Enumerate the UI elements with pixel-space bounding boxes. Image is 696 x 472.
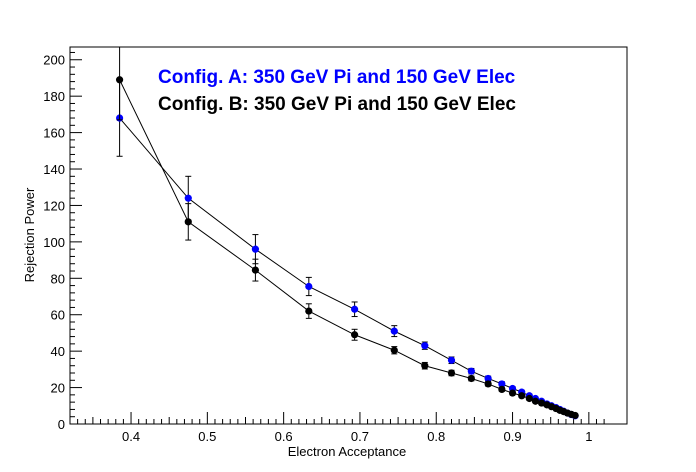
data-point: [184, 218, 192, 226]
y-tick-label: 160: [43, 126, 65, 141]
data-point: [571, 411, 579, 420]
y-tick-label: 60: [51, 308, 65, 323]
data-point: [484, 374, 492, 383]
data-point: [525, 394, 533, 403]
x-axis-title: Electron Acceptance: [288, 444, 407, 459]
y-tick-label: 100: [43, 235, 65, 250]
legend-entry-config-a: Config. A: 350 GeV Pi and 150 GeV Elec: [158, 67, 516, 88]
data-point: [531, 397, 540, 405]
y-tick-label: 180: [43, 89, 65, 104]
data-point: [305, 307, 313, 315]
data-point: [447, 369, 456, 377]
data-point: [421, 342, 429, 350]
data-point: [251, 245, 260, 253]
x-tick-label: 0.7: [351, 429, 369, 444]
x-tick-label: 0.5: [198, 429, 216, 444]
x-tick-label: 0.4: [122, 429, 140, 444]
x-tick-label: 0.6: [275, 429, 293, 444]
data-point: [305, 282, 313, 291]
x-tick-label: 0.8: [427, 429, 445, 444]
plot-frame: [69, 46, 628, 425]
y-tick-label: 140: [43, 162, 65, 177]
data-point: [421, 362, 429, 370]
y-tick-label: 40: [51, 344, 65, 359]
y-axis: 0 20 40 60 80 100 120 140 160 180 200: [43, 51, 82, 432]
data-point: [467, 374, 475, 383]
data-point: [351, 331, 359, 339]
legend-entry-config-b: Config. B: 350 GeV Pi and 150 GeV Elec: [158, 94, 516, 115]
y-tick-label: 0: [58, 417, 65, 432]
data-point: [467, 367, 475, 375]
data-point: [498, 385, 506, 393]
series-config-b: [115, 47, 579, 420]
data-point: [484, 380, 492, 388]
y-tick-label: 120: [43, 198, 65, 213]
data-point: [498, 380, 506, 388]
data-point: [184, 194, 192, 202]
data-point: [508, 389, 517, 397]
x-tick-label: 0.9: [504, 429, 522, 444]
y-axis-title: Rejection Power: [22, 187, 37, 282]
data-point: [351, 305, 359, 313]
data-point: [518, 392, 526, 400]
data-point: [447, 356, 456, 364]
y-tick-label: 200: [43, 53, 65, 68]
x-tick-label: 1: [585, 429, 592, 444]
data-point: [251, 266, 260, 274]
series-layer: [115, 47, 579, 420]
y-tick-label: 80: [51, 271, 65, 286]
data-point: [390, 327, 398, 335]
data-point: [390, 346, 398, 354]
y-tick-label: 20: [51, 381, 65, 396]
data-point: [115, 76, 124, 84]
x-axis: 0.4 0.5 0.6 0.7 0.8 0.9 1: [69, 412, 605, 444]
